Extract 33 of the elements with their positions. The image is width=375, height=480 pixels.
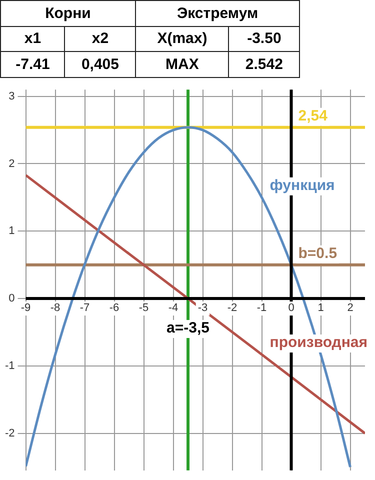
ref-line-label: b=0.5 <box>298 244 338 262</box>
x-tick-label: 1 <box>318 302 324 314</box>
text: Экстремум <box>136 0 300 26</box>
x-tick-label: -6 <box>109 302 120 314</box>
y-tick-label: -1 <box>5 360 15 372</box>
y-tick-label: -2 <box>5 427 15 440</box>
x-tick-label: -9 <box>20 302 31 314</box>
y-tick-label: 0 <box>8 292 15 305</box>
x-tick-label: 0 <box>288 302 294 314</box>
ref-line-label: a=-3,5 <box>166 320 210 337</box>
text: x2 <box>64 26 136 52</box>
text: x1 <box>0 26 65 52</box>
x-tick-label: -5 <box>138 302 149 314</box>
x-tick-label: -3 <box>198 302 208 314</box>
series-label: функция <box>270 177 335 194</box>
text: -3.50 <box>228 26 300 52</box>
y-tick-label: 1 <box>8 225 15 238</box>
text: X(max) <box>136 26 229 52</box>
x-tick-label: -2 <box>227 302 238 314</box>
x-tick-label: -4 <box>168 302 178 314</box>
text: Корни <box>0 0 136 26</box>
ref-line-label: 2,54 <box>298 107 328 124</box>
x-tick-label: -7 <box>80 302 90 314</box>
y-tick-label: 3 <box>8 90 15 102</box>
text: 0,405 <box>64 52 136 78</box>
text: -7.41 <box>0 52 65 78</box>
text: MAX <box>136 52 229 78</box>
y-tick-label: 2 <box>8 158 15 170</box>
x-tick-label: 2 <box>347 302 354 314</box>
series-label: производная <box>270 334 368 352</box>
x-tick-label: -8 <box>50 302 60 314</box>
x-tick-label: -1 <box>256 302 267 314</box>
text: 2.542 <box>228 52 300 78</box>
